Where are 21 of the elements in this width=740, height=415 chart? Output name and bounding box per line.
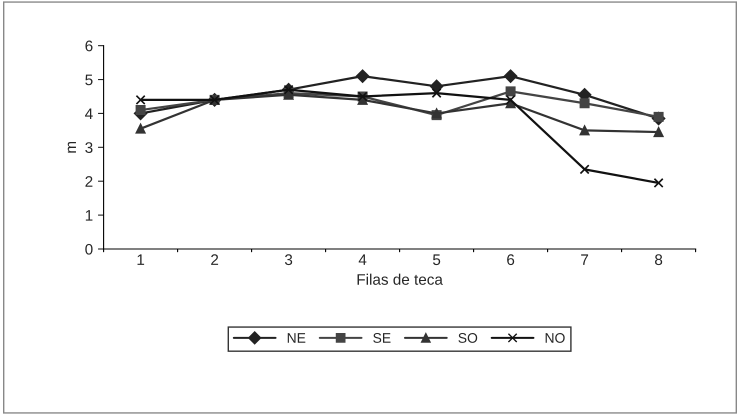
x-axis-title: Filas de teca: [358, 274, 443, 285]
y-tick-label: 5: [85, 74, 93, 86]
x-tick-label: 5: [432, 254, 440, 266]
x-tick-label: 8: [655, 254, 662, 266]
legend-label: SO: [458, 333, 478, 343]
x-tick-label: 6: [507, 254, 514, 266]
y-tick-label: 0: [85, 244, 93, 255]
y-axis-title: m: [68, 142, 76, 153]
y-tick-label: 6: [85, 40, 93, 52]
y-tick-label: 2: [85, 176, 92, 187]
legend-label: NE: [288, 333, 306, 343]
y-tick-label: 1: [86, 210, 92, 221]
legend-label: SE: [373, 333, 391, 343]
x-tick-label: 7: [581, 254, 588, 265]
x-tick-label: 2: [211, 254, 218, 265]
x-tick-label: 3: [284, 254, 292, 266]
y-tick-label: 3: [85, 142, 93, 154]
x-tick-label: 4: [358, 254, 366, 265]
x-tick-label: 1: [138, 254, 144, 265]
legend-label: NO: [546, 333, 565, 343]
y-tick-label: 4: [85, 108, 93, 119]
